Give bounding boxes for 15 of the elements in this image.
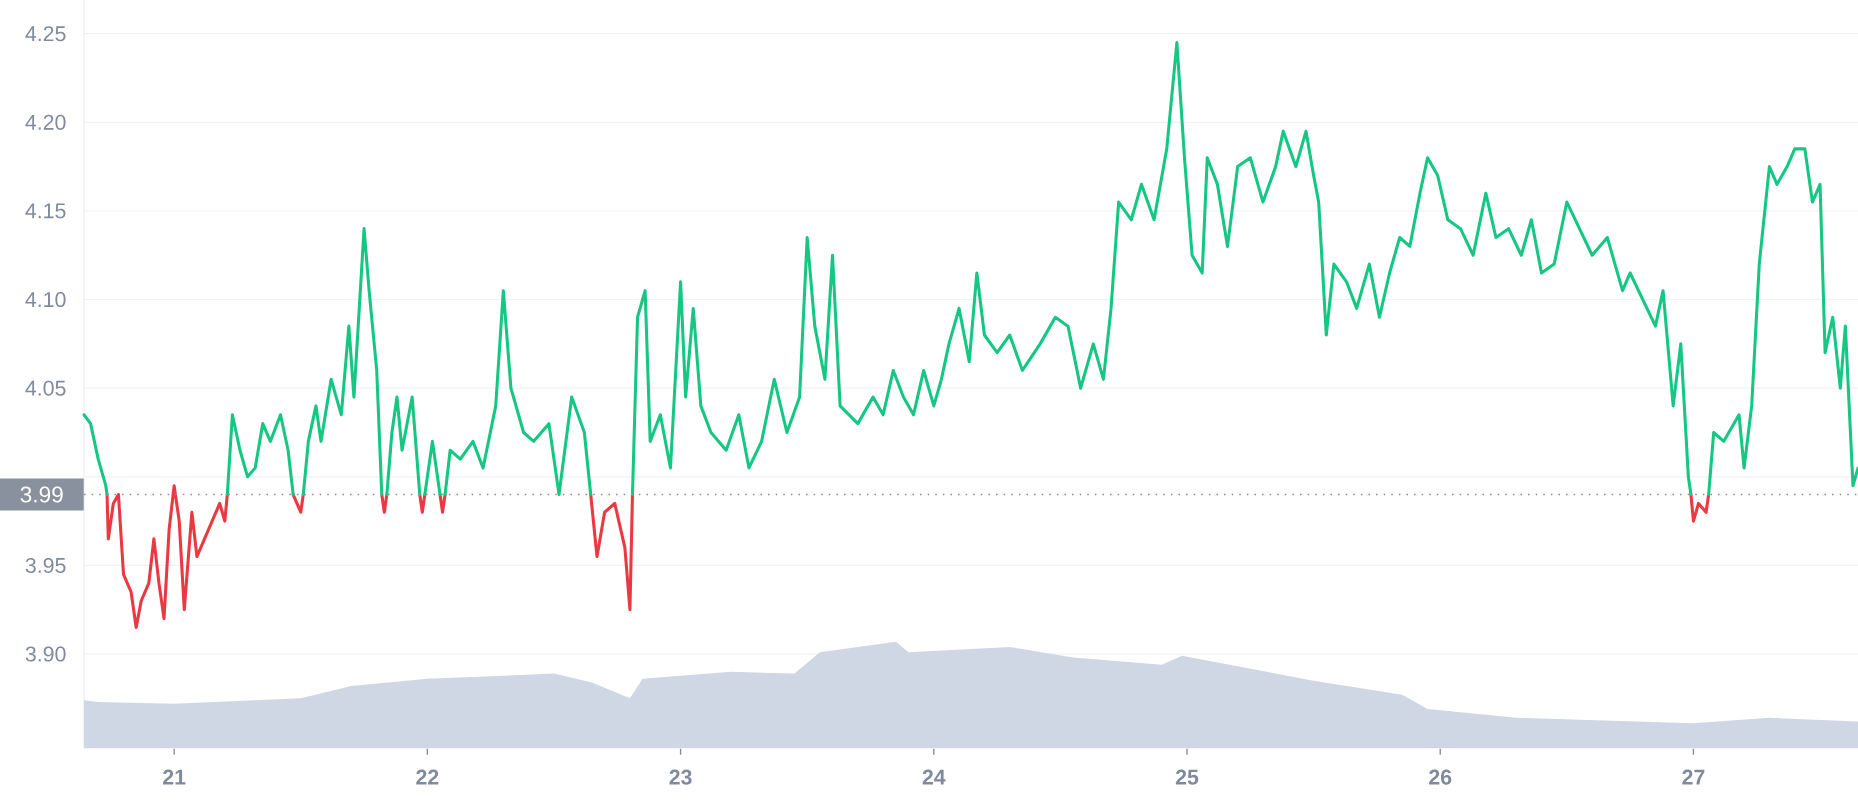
y-tick-label: 4.20: [25, 114, 66, 130]
x-tick-label: 22: [416, 769, 439, 785]
x-tick-label: 25: [1175, 769, 1199, 785]
x-tick-label: 26: [1429, 769, 1452, 785]
x-tick-label: 23: [669, 769, 692, 785]
ref-line-label: 3.99: [20, 486, 63, 503]
y-tick-label: 4.05: [25, 380, 66, 396]
y-tick-label: 3.95: [25, 557, 66, 573]
y-tick-label: 4.25: [25, 26, 66, 42]
y-tick-label: 4.10: [25, 292, 66, 308]
x-tick-label: 21: [163, 769, 186, 785]
x-tick-label: 27: [1682, 769, 1705, 785]
y-tick-label: 3.90: [25, 646, 66, 662]
x-tick-label: 24: [922, 769, 946, 785]
y-tick-label: 4.15: [25, 203, 66, 219]
